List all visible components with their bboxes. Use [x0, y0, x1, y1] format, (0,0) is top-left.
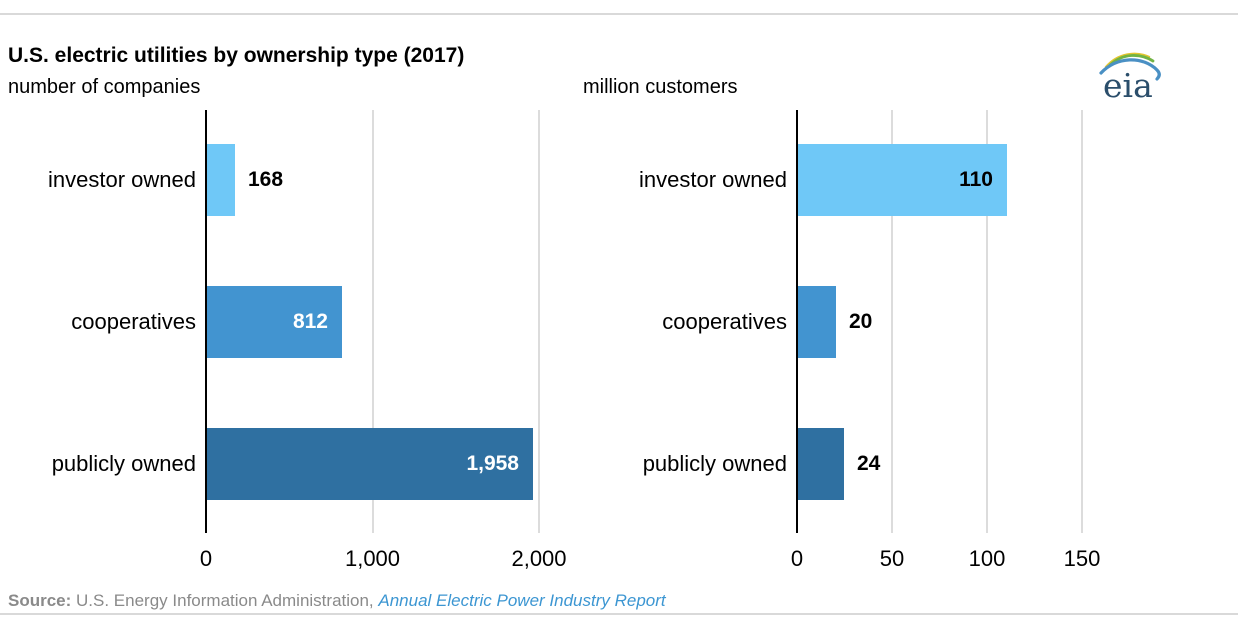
gridline-right-100	[986, 110, 988, 533]
value-label-right-cooperatives: 20	[849, 310, 873, 333]
eia-logo: eia	[1094, 46, 1170, 106]
right-chart-subtitle: million customers	[583, 76, 738, 98]
x-tick-left-1-000: 1,000	[344, 546, 401, 571]
x-tick-right-150: 150	[1063, 546, 1101, 571]
value-label-right-investor-owned: 110	[959, 168, 993, 191]
source-line: Source: U.S. Energy Information Administ…	[8, 591, 666, 611]
category-label-left-investor-owned: investor owned	[48, 167, 196, 192]
y-axis-right	[796, 110, 798, 533]
svg-text:eia: eia	[1103, 66, 1153, 105]
value-label-left-cooperatives: 812	[292, 310, 328, 333]
category-label-left-cooperatives: cooperatives	[71, 309, 196, 334]
eia-logo-graphic: eia	[1099, 52, 1161, 105]
category-label-left-publicly-owned: publicly owned	[51, 451, 196, 476]
value-label-left-investor-owned: 168	[248, 168, 284, 191]
gridline-right-50	[891, 110, 893, 533]
bar-right-cooperatives	[798, 286, 836, 358]
source-link[interactable]: Annual Electric Power Industry Report	[378, 591, 666, 610]
value-label-right-publicly-owned: 24	[857, 452, 881, 475]
top-divider	[0, 13, 1238, 15]
source-label: Source:	[8, 591, 72, 610]
gridline-left-2000	[538, 110, 540, 533]
y-axis-left	[205, 110, 207, 533]
bottom-divider	[0, 613, 1238, 615]
bar-right-investor-owned	[798, 144, 1007, 216]
bar-right-publicly-owned	[798, 428, 844, 500]
bar-left-publicly-owned	[207, 428, 533, 500]
gridline-left-1000	[371, 110, 374, 533]
x-tick-right-50: 50	[879, 546, 905, 571]
source-text: U.S. Energy Information Administration,	[71, 591, 379, 610]
gridline-right-150	[1081, 110, 1083, 533]
x-tick-left-0: 0	[199, 546, 213, 571]
left-chart-subtitle: number of companies	[8, 76, 201, 98]
bar-left-cooperatives	[207, 286, 342, 358]
page-title: U.S. electric utilities by ownership typ…	[8, 44, 465, 67]
bar-left-investor-owned	[207, 144, 235, 216]
x-tick-right-100: 100	[968, 546, 1006, 571]
category-label-right-publicly-owned: publicly owned	[642, 451, 787, 476]
x-tick-left-2-000: 2,000	[511, 546, 567, 571]
category-label-right-cooperatives: cooperatives	[662, 309, 787, 334]
category-label-right-investor-owned: investor owned	[639, 167, 787, 192]
x-tick-right-0: 0	[790, 546, 804, 571]
value-label-left-publicly-owned: 1,958	[466, 452, 519, 475]
